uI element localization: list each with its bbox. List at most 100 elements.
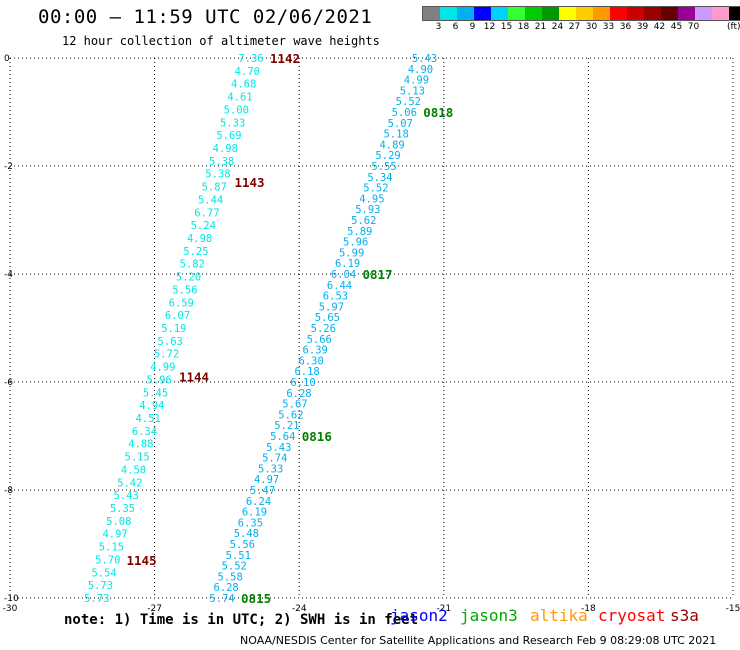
x-tick-label: -18 (581, 604, 596, 614)
wave-height-value: 5.34 (367, 172, 392, 184)
y-tick-label: -4 (4, 270, 13, 280)
wave-height-value: 5.82 (180, 259, 205, 271)
x-tick-label: -30 (3, 604, 18, 614)
pass-time-label: 1142 (270, 51, 300, 66)
color-swatch (695, 7, 712, 20)
wave-height-value: 5.66 (307, 334, 332, 346)
color-scale-label: 21 (534, 22, 547, 32)
wave-height-value: 6.30 (299, 355, 324, 367)
wave-height-value: 6.04 (331, 269, 356, 281)
color-swatch (661, 7, 678, 20)
wave-height-value: 5.52 (222, 561, 247, 573)
wave-height-value: 5.43 (412, 53, 437, 65)
color-scale-label: 9 (469, 22, 476, 32)
wave-height-value: 5.18 (384, 129, 409, 141)
color-swatch (712, 7, 729, 20)
y-tick-label: -8 (4, 486, 13, 496)
legend-s3a: s3a (670, 606, 699, 625)
wave-height-value: 5.99 (339, 247, 364, 259)
wave-height-value: 5.19 (161, 323, 186, 335)
pass-time-label: 1144 (179, 370, 209, 385)
wave-height-value: 5.48 (234, 528, 259, 540)
wave-height-value: 5.96 (343, 237, 368, 249)
color-scale-label: 36 (619, 22, 632, 32)
wave-height-value: 4.98 (213, 143, 238, 155)
wave-height-value: 6.44 (327, 280, 352, 292)
wave-height-value: 5.43 (113, 490, 138, 502)
wave-height-value: 5.74 (262, 453, 287, 465)
wave-height-value: 5.33 (220, 117, 245, 129)
color-swatch (593, 7, 610, 20)
wave-height-value: 5.87 (202, 182, 227, 194)
wave-height-value: 5.13 (400, 85, 425, 97)
color-scale-unit: (ft) (727, 22, 740, 32)
wave-height-value: 6.24 (246, 496, 271, 508)
pass-time-label: 1143 (234, 175, 264, 190)
wave-height-value: 5.35 (110, 503, 135, 515)
wave-height-value: 4.88 (128, 439, 153, 451)
wave-height-value: 5.93 (355, 204, 380, 216)
map-subtitle: 12 hour collection of altimeter wave hei… (62, 34, 380, 48)
wave-height-value: 7.36 (238, 53, 263, 65)
color-scale-label: 15 (500, 22, 513, 32)
color-swatch (644, 7, 661, 20)
color-swatch (525, 7, 542, 20)
footer-credit: NOAA/NESDIS Center for Satellite Applica… (240, 634, 717, 647)
color-swatch (457, 7, 474, 20)
wave-height-value: 5.58 (218, 571, 243, 583)
pass-time-label: 0818 (423, 105, 453, 120)
color-scale-label: 42 (653, 22, 666, 32)
wave-height-value: 5.62 (351, 215, 376, 227)
color-swatch (508, 7, 525, 20)
color-swatch (474, 7, 491, 20)
color-scale-label: 33 (602, 22, 615, 32)
wave-height-value: 6.39 (303, 345, 328, 357)
wave-height-value: 6.19 (242, 507, 267, 519)
color-scale-label: 12 (483, 22, 496, 32)
wave-height-value: 5.07 (388, 118, 413, 130)
wave-height-value: 5.55 (371, 161, 396, 173)
wave-height-value: 5.51 (226, 550, 251, 562)
wave-height-value: 5.63 (158, 336, 183, 348)
wave-height-value: 6.77 (194, 207, 219, 219)
wave-height-value: 5.25 (183, 246, 208, 258)
x-tick-label: -24 (292, 604, 307, 614)
wave-height-value: 5.00 (224, 104, 249, 116)
wave-height-value: 5.38 (205, 169, 230, 181)
wave-height-value: 6.35 (238, 517, 263, 529)
wave-height-value: 6.07 (165, 310, 190, 322)
wave-height-value: 5.33 (258, 463, 283, 475)
color-swatch (610, 7, 627, 20)
pass-time-label: 0817 (362, 267, 392, 282)
legend-altika: altika (530, 606, 588, 625)
wave-height-value: 5.89 (347, 226, 372, 238)
pass-time-label: 0816 (302, 429, 332, 444)
color-scale-label: 70 (687, 22, 700, 32)
wave-height-value: 5.62 (278, 409, 303, 421)
wave-height-value: 5.54 (91, 567, 116, 579)
x-tick-label: -27 (147, 604, 162, 614)
wave-height-value: 6.18 (294, 366, 319, 378)
wave-height-value: 6.53 (323, 291, 348, 303)
wave-height-value: 4.50 (121, 464, 146, 476)
wave-height-value: 4.89 (379, 139, 404, 151)
color-swatch (559, 7, 576, 20)
y-tick-label: 0 (4, 54, 10, 64)
color-swatch (491, 7, 508, 20)
wave-height-value: 5.67 (282, 399, 307, 411)
y-tick-label: -2 (4, 162, 13, 172)
wave-height-value: 4.90 (408, 64, 433, 76)
wave-height-value: 4.51 (136, 413, 161, 425)
y-tick-label: -10 (4, 594, 19, 604)
wave-height-value: 6.59 (169, 297, 194, 309)
wave-height-value: 5.74 (209, 593, 234, 605)
wave-height-value: 6.28 (213, 582, 238, 594)
color-scale-label: 45 (670, 22, 683, 32)
wave-height-value: 5.52 (363, 183, 388, 195)
color-swatch (627, 7, 644, 20)
color-swatch (729, 7, 740, 20)
wave-height-value: 5.73 (88, 580, 113, 592)
wave-height-value: 4.97 (102, 529, 127, 541)
wave-height-value: 4.95 (359, 193, 384, 205)
wave-height-value: 5.56 (230, 539, 255, 551)
